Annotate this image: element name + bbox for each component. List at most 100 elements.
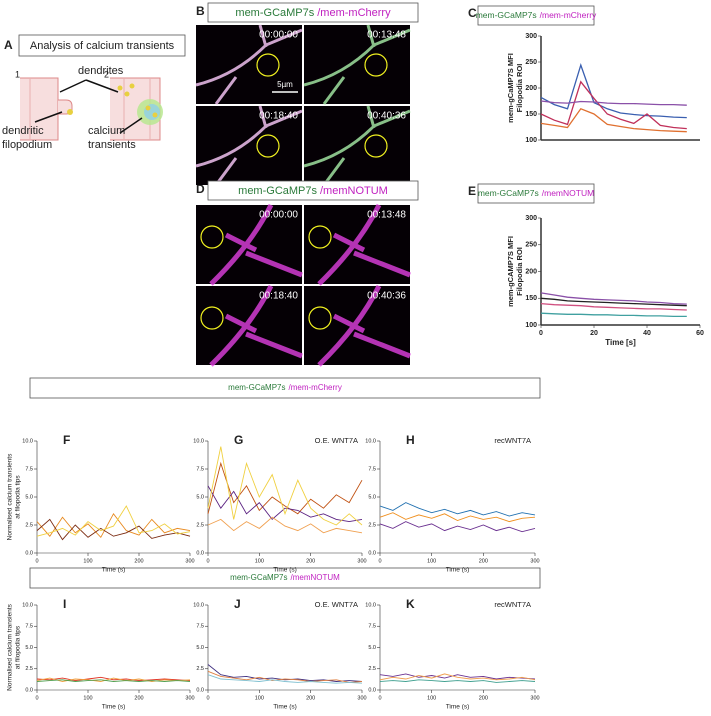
- diagram-label: dendrites: [78, 65, 124, 77]
- timestamp: 00:40:36: [367, 291, 406, 302]
- x-tick-label: 0: [378, 558, 381, 564]
- header-part: /mem-mCherry: [540, 10, 597, 20]
- diagram-label: dendritic: [2, 125, 44, 137]
- y-tick-label: 0.0: [368, 550, 376, 556]
- timestamp: 00:00:00: [259, 210, 298, 221]
- data-line: [36, 505, 191, 537]
- x-tick-label: 100: [427, 695, 436, 701]
- step-number: 1: [15, 69, 20, 79]
- y-tick-label: 10.0: [22, 438, 33, 444]
- x-tick-label: 300: [530, 558, 539, 564]
- dendrite-signal: [303, 24, 411, 105]
- data-line: [379, 679, 536, 683]
- roi-circle: [200, 306, 224, 330]
- y-tick-label: 5.0: [25, 494, 33, 500]
- dendrite-signal: [209, 203, 303, 286]
- y-tick-label: 10.0: [365, 602, 376, 608]
- header-part: mem-GCaMP7s: [228, 383, 285, 392]
- header-text: mem-GCaMP7s/memNOTUM: [238, 185, 388, 197]
- data-line: [36, 512, 191, 539]
- calcium-dot: [67, 109, 73, 115]
- data-line: [207, 446, 363, 526]
- x-tick-label: 300: [185, 695, 194, 701]
- dendrite-signal: [209, 284, 303, 367]
- y-tick-label: 7.5: [25, 466, 33, 472]
- panel-label: F: [63, 433, 70, 447]
- timestamp: 00:13:48: [367, 210, 406, 221]
- scale-label: 5µm: [277, 80, 293, 89]
- y-axis-label: at filopodia tips: [15, 475, 22, 519]
- x-tick-label: 200: [479, 695, 488, 701]
- x-axis-label: Time [s]: [605, 338, 636, 347]
- diagram-label: transients: [88, 139, 136, 151]
- x-tick-label: 100: [83, 558, 92, 564]
- x-tick-label: 100: [255, 558, 264, 564]
- x-tick-label: 100: [83, 695, 92, 701]
- data-line: [207, 664, 363, 682]
- y-tick-label: 2.5: [196, 666, 204, 672]
- header-part: /memNOTUM: [320, 185, 388, 197]
- x-tick-label: 20: [590, 330, 598, 337]
- y-tick-label: 0.0: [368, 687, 376, 693]
- timestamp: 00:18:40: [259, 291, 298, 302]
- dendrite-signal: [317, 284, 411, 367]
- y-tick-label: 200: [525, 268, 537, 275]
- x-tick-label: 200: [134, 558, 143, 564]
- header-box: [477, 183, 595, 204]
- roi-circle: [308, 225, 332, 249]
- diagram-label: filopodium: [2, 139, 52, 151]
- chart-title: recWNT7A: [494, 600, 531, 609]
- roi-circle: [200, 225, 224, 249]
- chart-title: O.E. WNT7A: [315, 436, 358, 445]
- data-line: [379, 512, 536, 523]
- y-tick-label: 250: [525, 242, 537, 249]
- data-line: [207, 516, 363, 534]
- calcium-dot: [145, 105, 151, 111]
- header-box: [477, 5, 595, 26]
- x-tick-label: 200: [479, 558, 488, 564]
- header-part: mem-GCaMP7s: [478, 188, 539, 198]
- roi-circle: [308, 306, 332, 330]
- data-line: [540, 63, 687, 119]
- calcium-dot: [129, 83, 135, 89]
- header-part: mem-GCaMP7s: [476, 10, 537, 20]
- header-part: mem-GCaMP7s: [235, 7, 314, 19]
- y-tick-label: 0.0: [25, 687, 33, 693]
- header-text: mem-GCaMP7s/mem-mCherry: [228, 383, 342, 392]
- calcium-dot: [124, 91, 130, 97]
- y-axis-label: at filopodia tips: [15, 625, 22, 669]
- y-tick-label: 7.5: [368, 624, 376, 630]
- header-part: mem-GCaMP7s: [230, 573, 287, 582]
- timestamp: 00:40:36: [367, 111, 406, 122]
- data-line: [540, 302, 687, 311]
- y-tick-label: 300: [525, 33, 537, 40]
- header-part: mem-GCaMP7s: [238, 185, 317, 197]
- y-tick-label: 5.0: [368, 645, 376, 651]
- y-axis-label: mem-gCaMP7S MFI: [506, 53, 515, 123]
- x-tick-label: 0: [378, 695, 381, 701]
- y-tick-label: 5.0: [368, 494, 376, 500]
- data-line: [36, 679, 191, 682]
- header-part: /mem-mCherry: [289, 383, 342, 392]
- x-tick-label: 200: [134, 695, 143, 701]
- data-line: [379, 673, 536, 681]
- x-axis-label: Time (s): [102, 704, 126, 711]
- section-header-box: [29, 377, 541, 399]
- data-line: [540, 292, 687, 305]
- data-line: [540, 312, 687, 318]
- panel-label: K: [406, 597, 415, 611]
- y-axis-label: mem-gCAMP7S MFI: [506, 236, 515, 307]
- panel-a-title: Analysis of calcium transients: [30, 40, 175, 52]
- data-line: [207, 461, 363, 515]
- x-tick-label: 60: [696, 330, 704, 337]
- panel-a-header-box: [18, 34, 186, 57]
- panel-label: I: [63, 597, 66, 611]
- header-text: mem-GCaMP7s/memNOTUM: [230, 573, 340, 582]
- x-axis-label: Time (s): [273, 704, 297, 711]
- y-tick-label: 7.5: [25, 624, 33, 630]
- y-tick-label: 100: [525, 137, 537, 144]
- y-tick-label: 300: [525, 215, 537, 222]
- timestamp: 00:00:00: [259, 30, 298, 41]
- panel-label: J: [234, 597, 241, 611]
- x-tick-label: 0: [206, 695, 209, 701]
